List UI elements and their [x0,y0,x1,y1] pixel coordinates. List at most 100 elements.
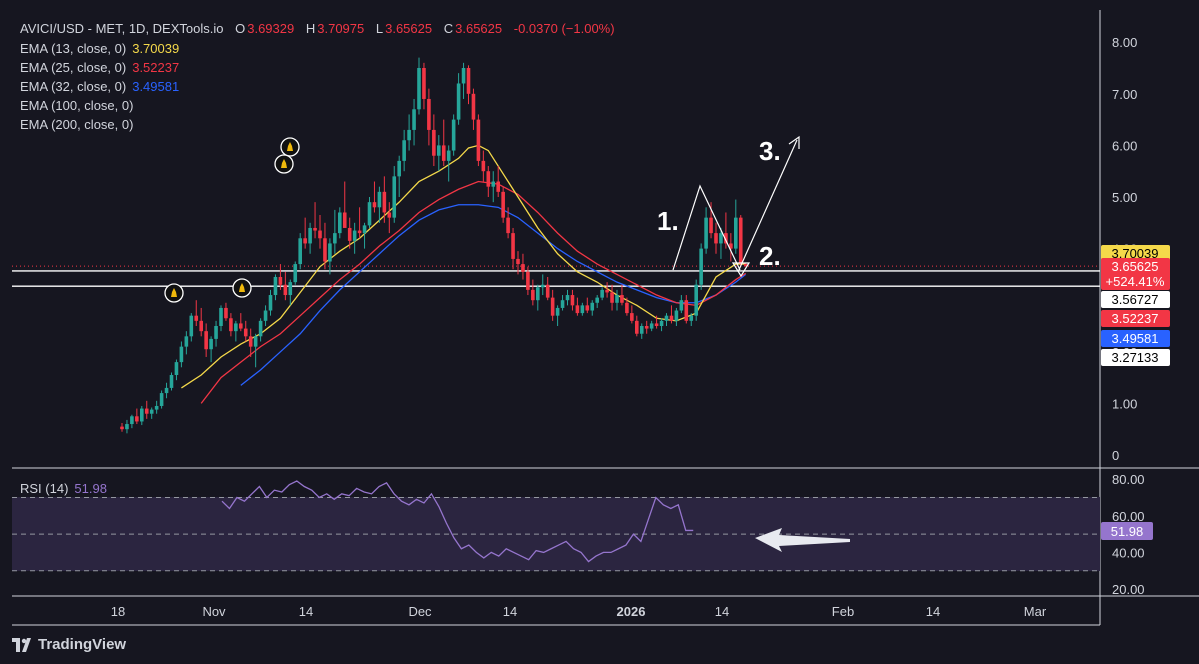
svg-text:3.70039: 3.70039 [1112,246,1159,261]
candle-body [531,289,535,301]
candle-body [684,300,689,321]
rsi-tick-label: 60.00 [1112,509,1145,524]
tradingview-branding[interactable]: TradingView [12,636,126,653]
close-label: C [443,21,454,36]
svg-text:+524.41%: +524.41% [1106,274,1165,289]
candle [526,266,530,296]
candle [303,217,307,249]
candle-body [159,393,164,406]
candle-body [412,109,416,130]
candle [644,320,649,334]
candle-body [724,233,728,244]
candle-body [446,150,451,161]
pattern-1-line [672,184,741,271]
candle-body [486,171,491,187]
rsi-label: RSI (14) [20,481,69,496]
candle-body [130,416,134,425]
chart-frame [12,10,1199,626]
candle-body [679,300,684,311]
candle [283,271,288,301]
svg-text:3.56727: 3.56727 [1112,292,1159,307]
pattern-3-arrow-line [737,139,798,273]
candle [298,233,302,270]
candle-body [342,212,347,228]
candle [120,423,124,432]
candle [293,261,298,285]
candle-body [219,307,223,326]
candle-body [689,315,694,321]
candle-body [397,160,401,177]
candle [560,295,565,311]
candle-body [709,217,713,234]
ema100-legend: EMA (100, close, 0) [20,98,135,113]
candle [372,181,377,213]
candle [427,88,431,146]
candle [224,302,228,321]
candle-body [422,68,426,99]
candle-body [451,119,456,151]
svg-text:3.49581: 3.49581 [1112,331,1159,346]
price-tick-label: 5.00 [1112,190,1137,205]
tradingview-logo-icon [12,637,31,652]
candle-body [357,230,362,234]
candle [149,407,154,419]
candle-body [135,416,139,422]
event-marker-icon[interactable] [164,283,184,303]
event-marker-icon[interactable] [232,278,252,298]
price-tick-label: 6.00 [1112,138,1137,153]
time-axis[interactable]: 18 Nov 14 Dec 14 2026 14 Feb 14 Mar [111,604,1047,619]
rsi-axis[interactable]: 80.00 60.00 40.00 20.00 [1112,472,1145,597]
horizontal-levels [12,265,1100,287]
candle [214,320,218,347]
candle-body [476,119,481,161]
candle [313,202,317,239]
candle [204,323,208,357]
candle-body [427,98,431,130]
low-value: 3.65625 [385,21,433,36]
candle [486,166,491,197]
event-marker-icon[interactable] [280,137,300,157]
candle-body [590,302,595,311]
candle [595,295,599,308]
candle-body [595,297,599,303]
time-tick-label: Dec [408,604,432,619]
time-tick-label: 18 [111,604,125,619]
candle-body [288,282,293,296]
candle [179,341,184,368]
candle-body [407,129,411,141]
candle-body [639,326,644,334]
candle-body [550,297,555,316]
event-markers[interactable] [164,137,300,303]
candle [357,207,362,239]
svg-text:51.98: 51.98 [1111,524,1144,539]
candle-body [496,181,500,192]
candle-body [313,227,317,231]
candle [536,284,540,311]
candle [615,289,619,311]
candle [550,289,555,321]
candle [239,313,243,332]
candle [367,197,372,228]
candle [397,155,401,197]
candle-body [234,323,238,332]
candle-body [387,212,392,218]
candle-body [283,284,288,296]
price-tag: 3.56727 [1101,291,1170,308]
candle-body [659,320,664,326]
candle [432,114,436,167]
candle [540,274,545,296]
time-tick-label: 14 [926,604,940,619]
rsi-tick-label: 40.00 [1112,545,1145,560]
candle [333,209,337,254]
event-marker-icon[interactable] [274,154,294,174]
candle [253,333,258,368]
candle [635,315,639,337]
candles [120,57,748,434]
candle [531,279,535,306]
candle-body [347,227,352,241]
ema25-value: 3.52237 [132,60,180,75]
rsi-arrow [755,528,850,552]
candle [189,313,194,342]
candle [620,284,624,306]
